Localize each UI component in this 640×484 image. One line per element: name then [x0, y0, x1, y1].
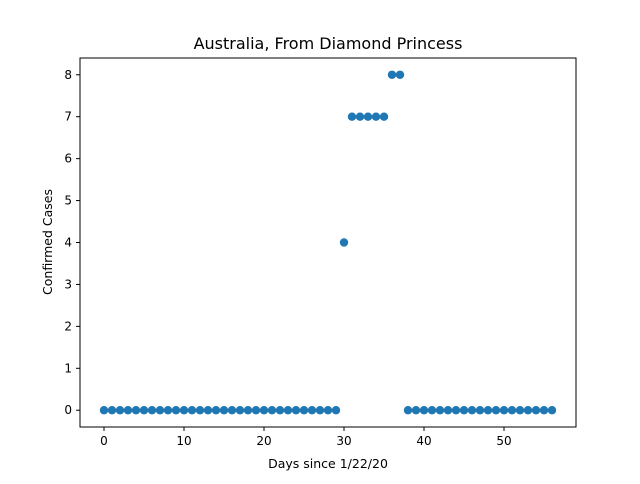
x-tick-label: 0 — [100, 434, 108, 448]
data-point — [147, 406, 157, 415]
y-tick-label: 4 — [64, 236, 72, 250]
x-tick-label: 30 — [336, 434, 351, 448]
data-point — [163, 406, 173, 415]
data-point — [307, 406, 317, 415]
y-tick-label: 1 — [64, 361, 72, 375]
data-point — [355, 112, 365, 121]
x-axis-label: Days since 1/22/20 — [268, 456, 388, 471]
y-tick-label: 3 — [64, 277, 72, 291]
data-point — [267, 406, 277, 415]
data-point — [499, 406, 509, 415]
data-point — [211, 406, 221, 415]
data-point — [419, 406, 429, 415]
data-point — [107, 406, 117, 415]
y-tick-label: 5 — [64, 194, 72, 208]
data-point — [203, 406, 213, 415]
data-point — [483, 406, 493, 415]
y-axis-label: Confirmed Cases — [40, 189, 55, 295]
data-point — [123, 406, 133, 415]
data-point — [283, 406, 293, 415]
chart-title: Australia, From Diamond Princess — [194, 34, 463, 53]
data-point — [435, 406, 445, 415]
data-point — [131, 406, 141, 415]
data-point — [395, 70, 405, 79]
data-point — [387, 70, 397, 79]
data-point — [179, 406, 189, 415]
y-tick-label: 2 — [64, 319, 72, 333]
data-point — [99, 406, 109, 415]
data-point — [491, 406, 501, 415]
data-point — [539, 406, 549, 415]
y-tick-label: 0 — [64, 403, 72, 417]
data-point — [547, 406, 557, 415]
data-point — [451, 406, 461, 415]
y-tick-label: 7 — [64, 110, 72, 124]
data-point — [275, 406, 285, 415]
data-point — [251, 406, 261, 415]
data-points — [99, 70, 557, 415]
x-axis-ticks: 0 10 20 30 40 50 — [100, 427, 512, 448]
data-point — [531, 406, 541, 415]
data-point — [523, 406, 533, 415]
data-point — [195, 406, 205, 415]
data-point — [363, 112, 373, 121]
data-point — [171, 406, 181, 415]
data-point — [315, 406, 325, 415]
data-point — [371, 112, 381, 121]
data-point — [259, 406, 269, 415]
data-point — [339, 238, 349, 247]
data-point — [155, 406, 165, 415]
data-point — [459, 406, 469, 415]
data-point — [347, 112, 357, 121]
data-point — [403, 406, 413, 415]
data-point — [379, 112, 389, 121]
data-point — [243, 406, 253, 415]
x-tick-label: 40 — [416, 434, 431, 448]
data-point — [507, 406, 517, 415]
y-axis-ticks: 0 1 2 3 4 5 6 7 8 — [64, 68, 80, 417]
data-point — [235, 406, 245, 415]
x-tick-label: 50 — [496, 434, 511, 448]
data-point — [323, 406, 333, 415]
x-tick-label: 10 — [176, 434, 191, 448]
data-point — [411, 406, 421, 415]
data-point — [299, 406, 309, 415]
y-tick-label: 6 — [64, 152, 72, 166]
data-point — [139, 406, 149, 415]
data-point — [515, 406, 525, 415]
plot-frame — [79, 57, 577, 428]
data-point — [115, 406, 125, 415]
x-tick-label: 20 — [256, 434, 271, 448]
data-point — [219, 406, 229, 415]
data-point — [467, 406, 477, 415]
data-point — [427, 406, 437, 415]
data-point — [187, 406, 197, 415]
data-point — [331, 406, 341, 415]
data-point — [227, 406, 237, 415]
data-point — [291, 406, 301, 415]
data-point — [443, 406, 453, 415]
y-tick-label: 8 — [64, 68, 72, 82]
data-point — [475, 406, 485, 415]
